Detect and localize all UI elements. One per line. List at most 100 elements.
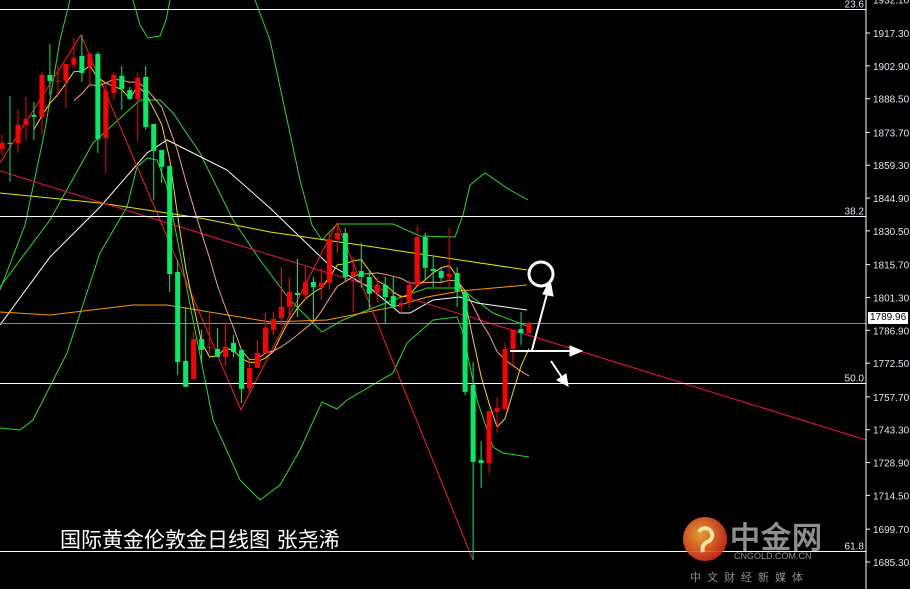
candle-down — [151, 123, 157, 200]
ma-5-line — [33, 65, 530, 429]
candle-body — [127, 90, 133, 99]
candle-body — [406, 284, 412, 303]
candle-body — [159, 149, 165, 167]
annotation-arrows — [510, 260, 584, 387]
y-tick-label: 1786.90 — [873, 326, 910, 337]
candle-body — [470, 384, 476, 462]
y-tick-label: 1714.50 — [873, 491, 910, 502]
candle-body — [478, 460, 484, 464]
candle-body — [119, 75, 125, 89]
candle-body — [302, 281, 308, 295]
candle-down — [231, 334, 237, 357]
y-tick-label: 1801.30 — [873, 293, 910, 304]
current-price-label: 1789.96 — [868, 312, 909, 324]
candle-body — [526, 323, 532, 334]
candle-body — [255, 352, 261, 368]
candle-down — [167, 165, 173, 293]
candle-down — [390, 276, 396, 308]
candle-down — [7, 95, 13, 182]
indicator-overlays — [0, 0, 867, 561]
candle-up — [15, 109, 21, 153]
candle-body — [55, 80, 61, 82]
candle-down — [175, 259, 181, 375]
candle-down — [239, 349, 245, 404]
candle-up — [502, 342, 508, 409]
candle-up — [87, 53, 93, 85]
candle-body — [398, 302, 404, 306]
watermark-brand: 中金网 — [730, 521, 823, 556]
candle-body — [454, 272, 460, 291]
candle-body — [358, 271, 364, 277]
candle-down — [183, 306, 189, 387]
y-tick-label: 1728.90 — [873, 459, 910, 470]
candle-body — [374, 284, 380, 293]
candle-down — [358, 242, 364, 288]
candle-up — [0, 134, 5, 155]
y-tick-label: 1888.50 — [873, 95, 910, 106]
candle-body — [183, 360, 189, 387]
candle-body — [502, 349, 508, 409]
candle-body — [494, 407, 500, 412]
trendline — [0, 170, 867, 441]
candle-body — [23, 118, 29, 125]
candle-up — [263, 312, 269, 353]
candle-down — [159, 149, 165, 184]
candle-body — [263, 327, 269, 353]
candle-down — [430, 256, 436, 287]
candle-up — [255, 339, 261, 368]
candle-body — [382, 284, 388, 298]
candle-body — [231, 342, 237, 352]
candle-body — [63, 64, 69, 81]
candle-body — [71, 57, 77, 65]
target-circle — [527, 260, 555, 288]
arrow-up-line — [531, 289, 549, 351]
watermark-slogan: 中文财经新媒体 — [690, 571, 809, 584]
candle-down — [215, 327, 221, 357]
y-tick-label: 1743.30 — [873, 426, 910, 437]
candle-down — [119, 65, 125, 110]
watermark-domain: CNGOLD.COM.CN — [734, 551, 812, 561]
candle-up — [247, 359, 253, 396]
y-tick-label: 1844.90 — [873, 194, 910, 205]
candle-body — [438, 271, 444, 278]
candle-down — [143, 65, 149, 130]
y-tick-label: 1917.30 — [873, 29, 910, 40]
candle-body — [247, 367, 253, 388]
candle-body — [294, 292, 300, 295]
candle-up — [23, 96, 29, 140]
fib-level-label: 23.6 — [845, 0, 865, 11]
bollinger-upper-mid — [132, 0, 171, 39]
arrow-up-head — [542, 278, 554, 297]
candle-up — [286, 277, 292, 317]
y-tick-label: 1830.50 — [873, 227, 910, 238]
y-tick-label: 1757.70 — [873, 393, 910, 404]
y-tick-label: 1932.10 — [873, 0, 910, 6]
candle-up — [350, 257, 356, 313]
arrow-down-line — [550, 360, 564, 380]
candle-body — [79, 56, 85, 73]
y-tick-label: 1699.70 — [873, 525, 910, 536]
y-tick-label: 1859.30 — [873, 161, 910, 172]
bollinger-middle — [0, 99, 528, 333]
candle-body — [103, 90, 109, 138]
ma-10-line — [73, 78, 530, 377]
candle-down — [79, 35, 85, 83]
candle-body — [414, 237, 420, 285]
ma-yellow-slow — [0, 192, 528, 271]
candle-body — [486, 411, 492, 464]
candle-body — [278, 306, 284, 318]
candle-body — [111, 74, 117, 93]
candle-body — [318, 282, 324, 287]
candle-up — [223, 323, 229, 366]
candle-body — [87, 53, 93, 67]
fib-level-label: 50.0 — [845, 374, 865, 385]
bollinger-lower — [0, 157, 530, 501]
candle-up — [494, 396, 500, 433]
candle-up — [63, 64, 69, 109]
candle-down — [310, 276, 316, 321]
candle-down — [31, 101, 37, 140]
chart-title: 国际黄金伦敦金日线图 张尧浠 — [60, 528, 340, 552]
candle-up — [526, 321, 532, 334]
candle-body — [47, 74, 53, 81]
